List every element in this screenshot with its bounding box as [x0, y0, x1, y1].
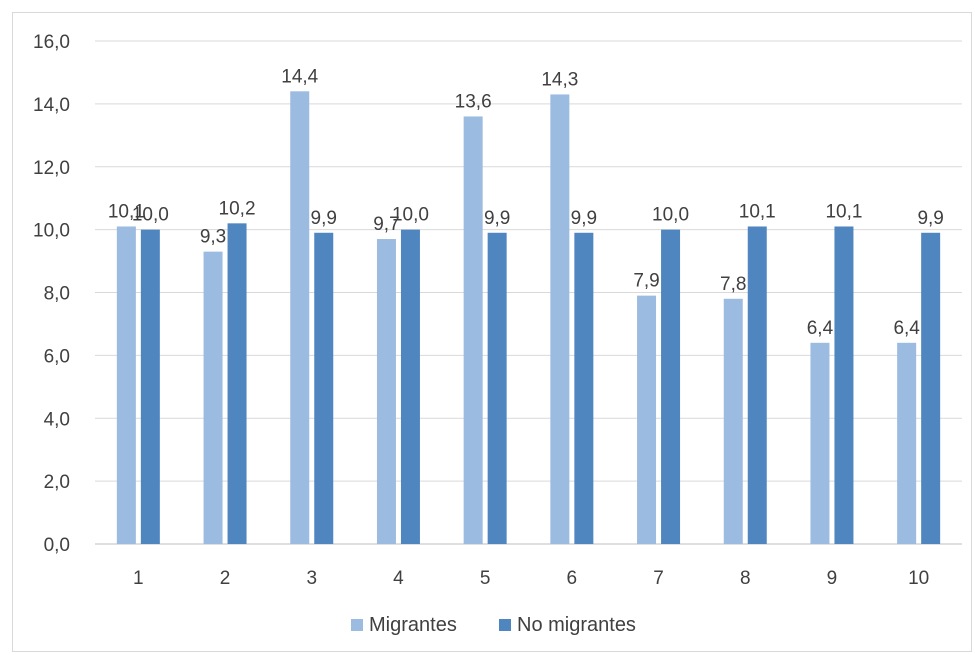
data-label: 9,9 — [571, 208, 597, 229]
gridlines — [95, 40, 962, 545]
x-tick-label: 7 — [653, 568, 664, 589]
x-tick-label: 1 — [133, 568, 144, 589]
bar-migrantes — [290, 91, 310, 545]
bar-migrantes — [723, 298, 743, 544]
y-tick-label: 12,0 — [33, 158, 70, 179]
bar-no-migrantes — [574, 232, 594, 545]
bar-no-migrantes — [834, 226, 854, 544]
y-tick-label: 2,0 — [44, 472, 70, 493]
x-axis-ticks: 1 2 3 4 5 6 7 8 9 10 — [133, 568, 929, 589]
legend: Migrantes No migrantes — [351, 614, 636, 636]
y-tick-label: 0,0 — [44, 535, 70, 556]
x-tick-label: 9 — [827, 568, 838, 589]
legend-swatch — [351, 619, 363, 631]
data-label: 10,2 — [219, 198, 256, 219]
data-label: 10,1 — [108, 201, 145, 222]
x-tick-label: 8 — [740, 568, 751, 589]
x-tick-label: 6 — [567, 568, 578, 589]
y-tick-label: 10,0 — [33, 221, 70, 242]
data-label: 6,4 — [893, 318, 920, 339]
data-label: 14,4 — [281, 66, 318, 87]
data-label: 9,7 — [373, 214, 399, 235]
y-tick-label: 8,0 — [44, 284, 70, 305]
bar-migrantes — [376, 239, 396, 544]
y-tick-label: 16,0 — [33, 32, 70, 53]
data-label: 14,3 — [541, 69, 578, 90]
bar-migrantes — [463, 116, 483, 544]
data-label: 10,0 — [652, 205, 689, 226]
data-label: 10,0 — [132, 205, 169, 226]
data-label: 9,9 — [917, 208, 943, 229]
y-tick-label: 14,0 — [33, 95, 70, 116]
bar-migrantes — [203, 251, 223, 544]
x-tick-label: 3 — [306, 568, 317, 589]
data-label: 9,3 — [200, 227, 226, 248]
x-tick-label: 10 — [908, 568, 929, 589]
bar-no-migrantes — [227, 223, 247, 544]
data-label: 9,9 — [484, 208, 510, 229]
y-tick-label: 4,0 — [44, 409, 70, 430]
bar-migrantes — [810, 342, 830, 544]
data-label: 9,9 — [311, 208, 337, 229]
x-tick-label: 5 — [480, 568, 491, 589]
legend-label: Migrantes — [369, 614, 457, 636]
bar-migrantes — [637, 295, 657, 544]
data-labels: 10,110,09,310,214,49,9 9,710,013,69,914,3… — [108, 66, 944, 339]
data-label: 7,8 — [720, 274, 746, 295]
data-label: 7,9 — [633, 271, 659, 292]
bars — [116, 91, 941, 545]
data-label: 13,6 — [455, 91, 492, 112]
y-axis-ticks: 0,0 2,0 4,0 6,0 8,0 10,0 12,0 14,0 16,0 — [33, 32, 70, 556]
y-tick-label: 6,0 — [44, 346, 70, 367]
bar-no-migrantes — [661, 229, 681, 544]
legend-swatch — [499, 619, 511, 631]
bar-no-migrantes — [140, 229, 160, 544]
bar-migrantes — [116, 226, 136, 544]
data-label: 10,1 — [825, 201, 862, 222]
bar-migrantes — [550, 94, 570, 544]
bar-no-migrantes — [400, 229, 420, 544]
data-label: 10,0 — [392, 205, 429, 226]
bar-no-migrantes — [921, 232, 941, 545]
bar-no-migrantes — [314, 232, 334, 545]
legend-label: No migrantes — [517, 614, 636, 636]
x-tick-label: 4 — [393, 568, 404, 589]
data-label: 10,1 — [739, 201, 776, 222]
x-tick-label: 2 — [220, 568, 231, 589]
data-label: 6,4 — [807, 318, 834, 339]
bar-no-migrantes — [487, 232, 507, 545]
bar-migrantes — [897, 342, 917, 544]
bar-no-migrantes — [747, 226, 767, 544]
